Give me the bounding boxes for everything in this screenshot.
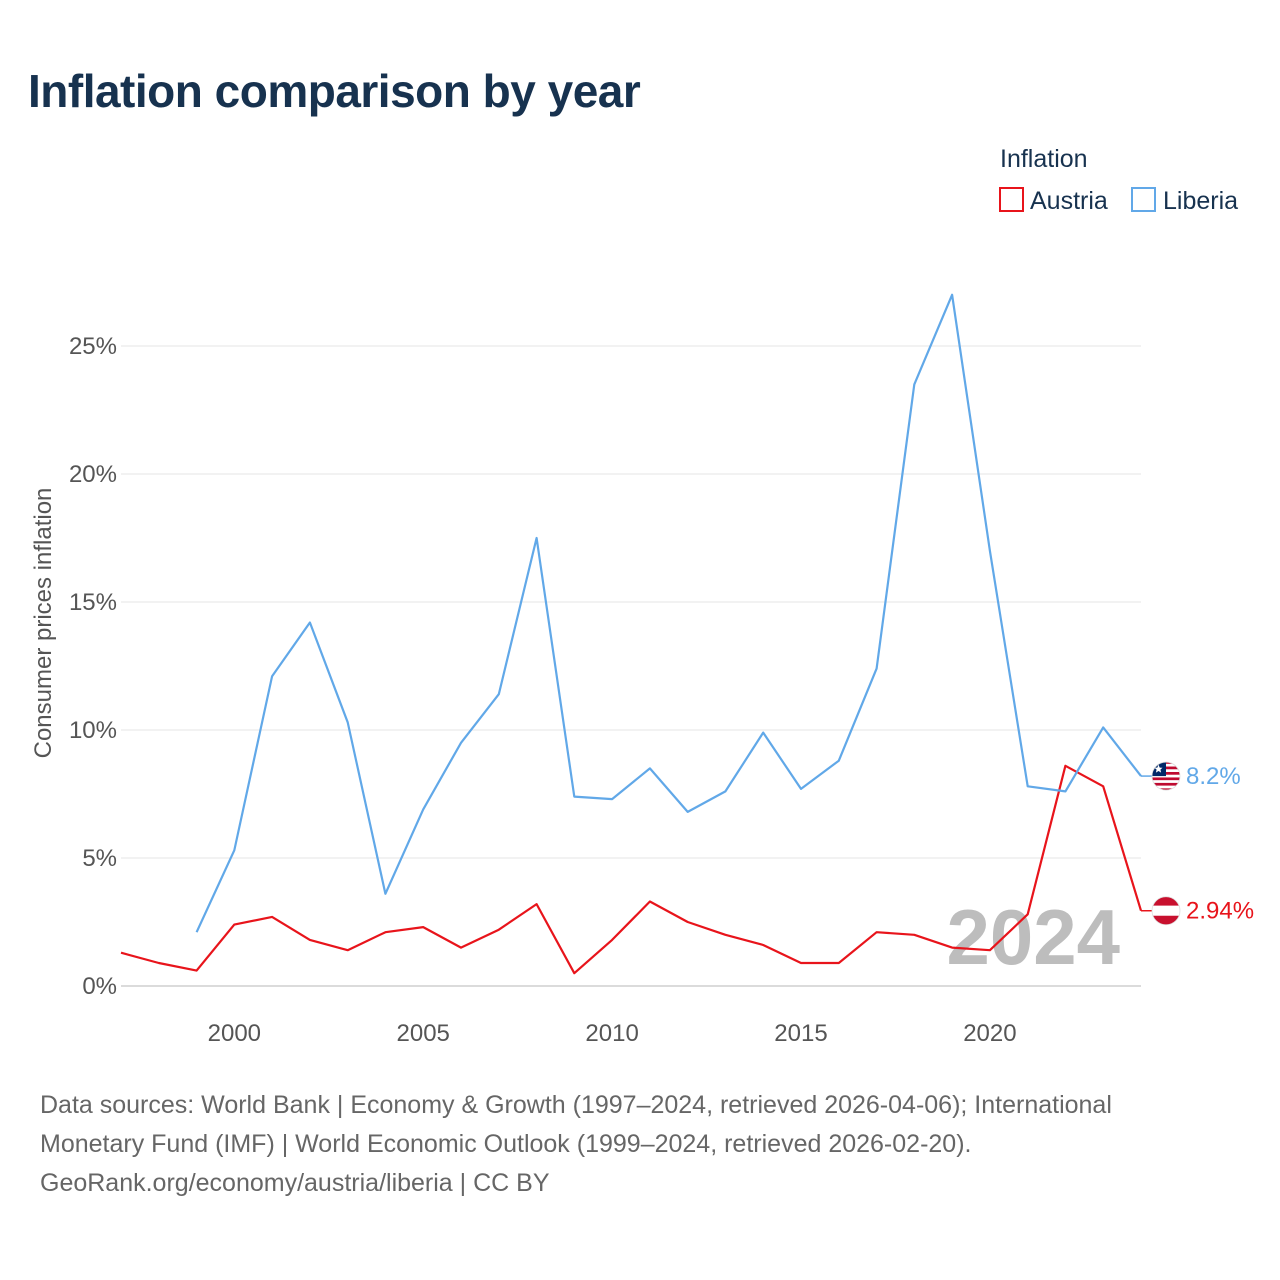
footer-line-1: Data sources: World Bank | Economy & Gro… [40,1091,1112,1119]
series-line-liberia [195,293,1142,933]
footer-sources: Data sources: World Bank | Economy & Gro… [40,1086,1220,1203]
x-tick-label: 2005 [397,1020,450,1047]
flag-austria-icon [1152,896,1180,925]
legend-title: Inflation [1000,145,1088,173]
chart-area: 2000 2005 2010 2015 2020 0% 5% 10% 15% 20% 25% Co… [30,145,1254,1047]
y-tick-label: 25% [69,333,117,360]
gridlines [121,345,1141,987]
series-lines [120,293,1143,975]
legend[interactable]: Inflation Austria Liberia [999,145,1238,215]
legend-swatch-austria [999,187,1024,212]
x-tick-label: 2020 [963,1020,1016,1047]
chart-title: Inflation comparison by year [28,65,641,117]
series-line-austria [120,764,1143,975]
y-axis-title: Consumer prices inflation [30,488,57,759]
x-tick-label: 2010 [585,1020,638,1047]
y-axis-ticks: 0% 5% 10% 15% 20% 25% [69,333,117,1000]
end-label-austria: 2.94% [1186,898,1254,925]
flag-liberia-icon [1152,762,1180,791]
y-tick-label: 5% [82,845,117,872]
legend-label-liberia[interactable]: Liberia [1163,187,1238,215]
year-watermark: 2024 [946,893,1120,981]
y-tick-label: 0% [82,973,117,1000]
y-tick-label: 15% [69,589,117,616]
footer-line-2: Monetary Fund (IMF) | World Economic Out… [40,1130,972,1158]
end-labels: 2.94% 8.2% [1141,761,1254,926]
x-tick-label: 2000 [208,1020,261,1047]
x-tick-label: 2015 [774,1020,827,1047]
legend-swatch-liberia [1131,187,1156,212]
y-tick-label: 10% [69,717,117,744]
x-axis-ticks: 2000 2005 2010 2015 2020 [208,1020,1017,1047]
legend-label-austria[interactable]: Austria [1030,187,1108,215]
end-label-liberia: 8.2% [1186,763,1241,790]
y-tick-label: 20% [69,461,117,488]
footer-line-3: GeoRank.org/economy/austria/liberia | CC… [40,1169,550,1197]
